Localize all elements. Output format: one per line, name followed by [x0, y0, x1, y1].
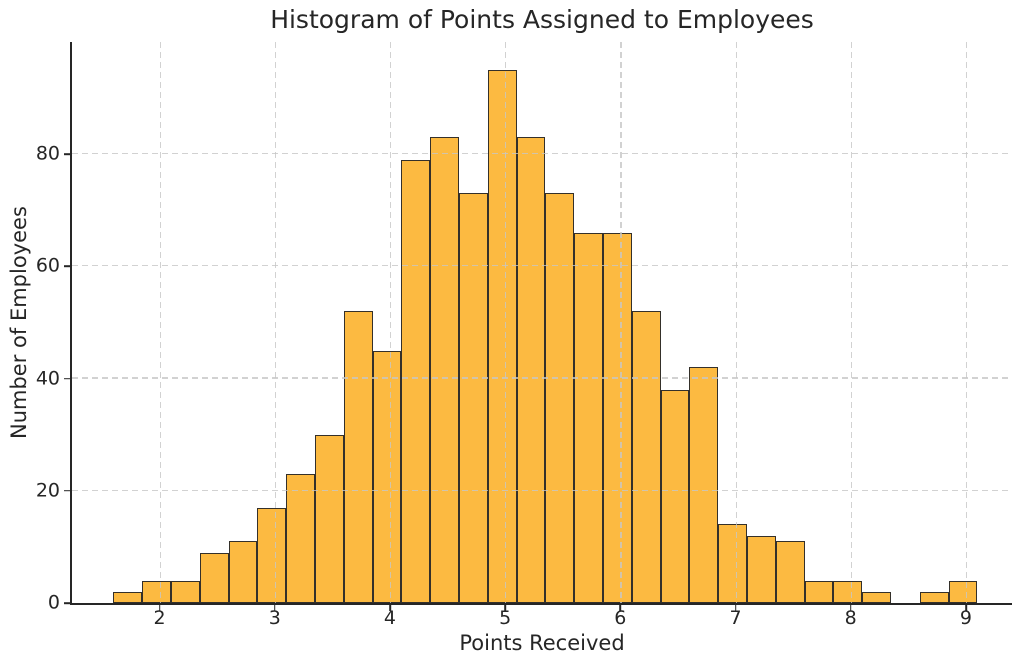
- x-tick: [965, 605, 967, 611]
- vertical-gridline: [505, 42, 507, 603]
- horizontal-gridline: [72, 377, 1012, 379]
- histogram-bar: [689, 367, 719, 603]
- y-tick: [64, 377, 70, 380]
- y-axis-spine: [70, 42, 72, 605]
- x-tick-label: 4: [383, 607, 396, 629]
- x-tick: [504, 605, 506, 611]
- x-tick: [619, 605, 622, 611]
- histogram-bar: [948, 580, 978, 603]
- x-tick: [389, 605, 391, 611]
- x-tick-label: 9: [959, 607, 972, 629]
- histogram-bar: [833, 580, 863, 603]
- histogram-bar: [747, 535, 776, 603]
- histogram-bar: [459, 193, 488, 603]
- x-axis-label: Points Received: [459, 631, 625, 655]
- histogram-bar: [862, 591, 892, 603]
- histogram-bar: [199, 552, 229, 603]
- x-tick-label: 3: [268, 607, 281, 629]
- chart-title: Histogram of Points Assigned to Employee…: [270, 5, 814, 34]
- y-tick-label: 40: [35, 367, 60, 390]
- vertical-gridline: [159, 42, 161, 603]
- x-tick: [734, 605, 737, 611]
- x-tick: [158, 605, 161, 611]
- histogram-bar: [142, 580, 172, 603]
- x-tick: [849, 605, 852, 611]
- histogram-bar: [919, 591, 949, 603]
- horizontal-gridline: [72, 152, 1012, 155]
- x-tick-label: 6: [614, 607, 627, 629]
- x-axis-spine: [70, 603, 1012, 605]
- y-tick-label: 60: [35, 254, 60, 277]
- y-tick-label: 80: [35, 142, 60, 165]
- horizontal-gridline: [72, 265, 1012, 267]
- histogram-bar: [372, 350, 402, 603]
- vertical-gridline: [274, 42, 277, 603]
- histogram-bar: [574, 232, 604, 603]
- y-tick: [64, 490, 70, 492]
- histogram-bar: [343, 311, 373, 603]
- histogram-bar: [228, 541, 258, 603]
- y-tick-label: 20: [35, 479, 60, 502]
- y-tick: [64, 602, 70, 604]
- histogram-bar: [487, 70, 517, 603]
- vertical-gridline: [965, 42, 968, 603]
- histogram-bar: [603, 232, 632, 603]
- histogram-bar: [660, 389, 690, 603]
- y-tick: [64, 153, 70, 155]
- y-tick-label: 0: [47, 591, 60, 614]
- histogram-bar: [257, 507, 287, 603]
- histogram-bar: [545, 193, 575, 603]
- vertical-gridline: [735, 42, 737, 603]
- vertical-gridline: [389, 42, 392, 603]
- histogram-bar: [286, 473, 316, 603]
- y-tick: [64, 265, 70, 268]
- x-tick-label: 7: [729, 607, 742, 629]
- histogram-bar: [718, 524, 748, 603]
- x-tick-label: 2: [153, 607, 166, 629]
- vertical-gridline: [620, 42, 622, 603]
- histogram-bar: [804, 580, 834, 603]
- histogram-bar: [775, 541, 805, 603]
- histogram-bar: [171, 580, 200, 603]
- x-tick: [273, 605, 276, 611]
- histogram-bar: [631, 311, 661, 603]
- histogram-bar: [401, 159, 431, 603]
- x-tick-label: 5: [499, 607, 512, 629]
- histogram-bar: [430, 137, 460, 603]
- x-tick-label: 8: [844, 607, 857, 629]
- plot-area: 2 3 4 5 6 7 8 9 0 20 40 60 80: [36, 42, 1012, 628]
- histogram-bar: [516, 137, 546, 603]
- horizontal-gridline: [72, 489, 1012, 491]
- histogram-bar: [113, 591, 143, 603]
- histogram-bar: [315, 434, 344, 603]
- vertical-gridline: [850, 42, 853, 603]
- y-axis-label: Number of Employees: [7, 206, 31, 439]
